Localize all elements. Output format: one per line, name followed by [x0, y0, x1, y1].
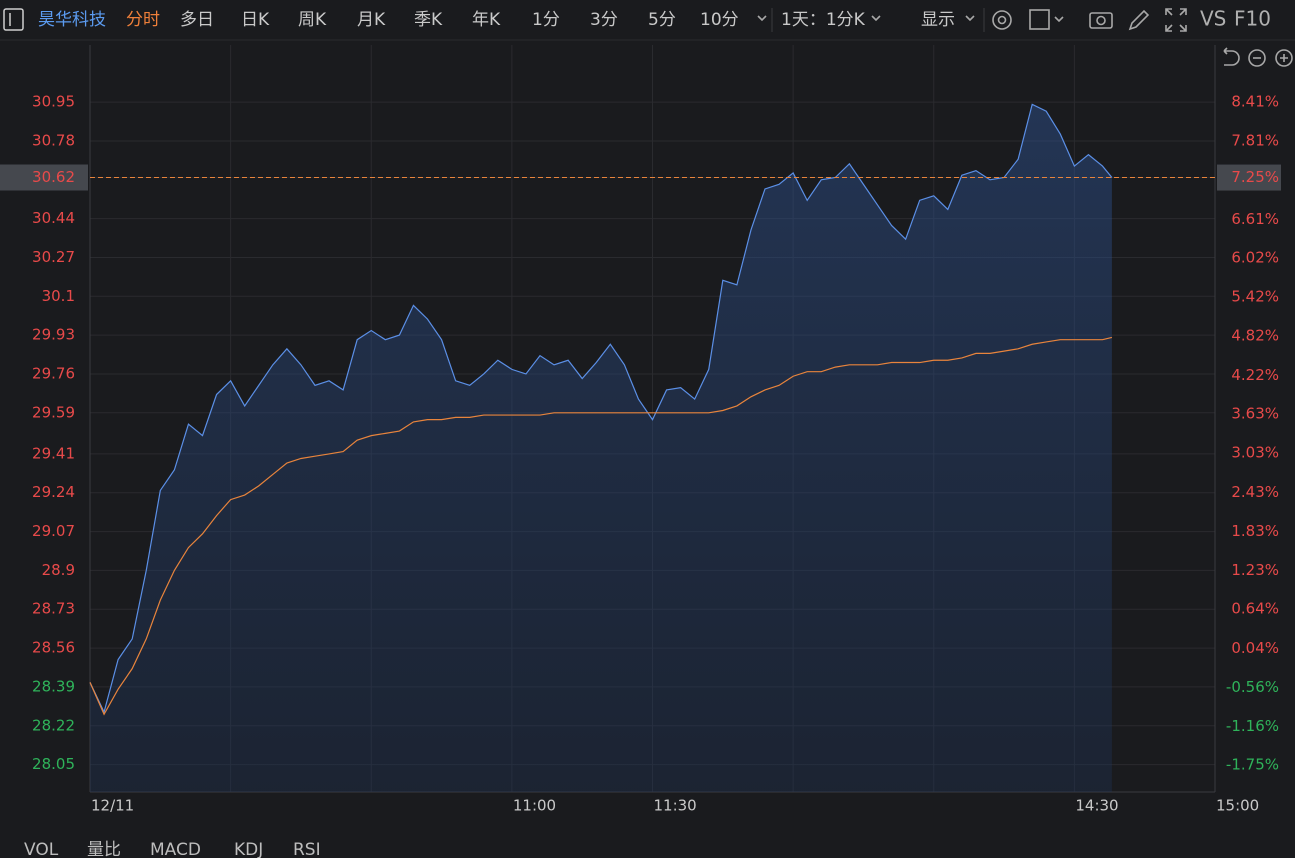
y2-tick-label: -0.56% [1226, 678, 1279, 696]
x-tick-label: 14:30 [1075, 797, 1118, 815]
y-tick-label: 28.9 [42, 561, 75, 579]
y2-tick-label: 3.63% [1231, 404, 1279, 422]
tab[interactable]: 年K [472, 10, 501, 30]
x-tick-label: 15:00 [1216, 797, 1259, 815]
chevron[interactable] [965, 15, 975, 22]
y2-tick-label: -1.75% [1226, 756, 1279, 774]
x-tick-label: 11:30 [654, 797, 697, 815]
tab[interactable]: 多日 [180, 10, 214, 30]
indicator-tab[interactable]: MACD [150, 840, 201, 858]
chevron[interactable] [757, 15, 767, 22]
price-area [90, 104, 1112, 792]
plot: 30.95 30.78 30.62 30.44 30.27 30.1 29.93 29.76 2… [0, 45, 1281, 815]
y-tick-label: 30.27 [32, 248, 75, 266]
y-tick-label: 30.1 [42, 287, 75, 305]
y-tick-label: 28.73 [32, 600, 75, 618]
chevron[interactable] [1054, 16, 1064, 23]
settings-icon-core [997, 15, 1007, 25]
draw-icon[interactable] [1128, 9, 1150, 31]
tab[interactable]: 5分 [648, 10, 676, 30]
y2-tick-label: 8.41% [1231, 92, 1279, 110]
tab[interactable]: 10分 [700, 10, 739, 30]
y2-tick-label: 1.83% [1231, 522, 1279, 540]
y-tick-label: 29.41 [32, 444, 75, 462]
range-select[interactable]: 1天：1分K [781, 10, 866, 30]
y-tick-label: 28.22 [32, 716, 75, 734]
display-menu[interactable]: 显示 [921, 10, 955, 30]
tab[interactable]: 分时 [126, 10, 160, 30]
settings-icon[interactable] [992, 10, 1012, 30]
y-tick-label: 30.44 [32, 209, 75, 227]
vs-button[interactable]: VS [1200, 7, 1226, 31]
y2-tick-label: 4.82% [1231, 327, 1279, 345]
y-tick-label: 29.24 [32, 483, 75, 501]
y2-tick-label: 3.03% [1231, 444, 1279, 462]
y2-tick-label: 0.04% [1231, 639, 1279, 657]
y-tick-label: 30.62 [32, 168, 75, 186]
y-tick-label: 28.39 [32, 677, 75, 695]
tab[interactable]: 3分 [590, 10, 618, 30]
indicator-tab[interactable]: KDJ [234, 840, 263, 858]
y2-tick-label: 7.81% [1231, 131, 1279, 149]
tab[interactable]: 周K [298, 10, 327, 30]
y-tick-label: 29.76 [32, 364, 75, 382]
indicator-tab[interactable]: VOL [24, 840, 59, 858]
y-tick-label: 29.59 [32, 403, 75, 421]
tab[interactable]: 1分 [532, 10, 560, 30]
x-tick-label: 12/11 [91, 797, 134, 815]
camera-icon[interactable] [1089, 12, 1113, 29]
layout-icon[interactable] [1029, 9, 1050, 30]
zoom-in-plus [1280, 54, 1288, 62]
x-tick-label: 11:00 [513, 797, 556, 815]
y2-tick-label: 4.22% [1231, 366, 1279, 384]
y-tick-label: 30.78 [32, 131, 75, 149]
y2-tick-label: 0.64% [1231, 600, 1279, 618]
stock-name[interactable]: 昊华科技 [38, 10, 106, 30]
y2-tick-label: 5.42% [1231, 288, 1279, 306]
toolbar: 昊华科技 分时 多日 日K 周K 月K 季K 年K 1分 3分 5分 10分 1… [0, 7, 1295, 67]
y2-tick-label: 6.61% [1231, 210, 1279, 228]
f10-button[interactable]: F10 [1234, 7, 1271, 31]
y2-tick-label: 7.25% [1231, 168, 1279, 186]
camera-lens [1096, 15, 1106, 26]
price-highlight [0, 164, 88, 191]
y2-tick-label: -1.16% [1226, 717, 1279, 735]
y2-tick-label: 2.43% [1231, 483, 1279, 501]
tab[interactable]: 季K [414, 10, 443, 30]
y2-tick-label: 1.23% [1231, 561, 1279, 579]
y-tick-label: 28.05 [32, 755, 75, 773]
reset-icon[interactable] [1223, 47, 1240, 66]
sidebar-toggle[interactable] [3, 8, 24, 31]
fullscreen-icon[interactable] [1165, 8, 1187, 32]
y-tick-label: 30.95 [32, 93, 75, 111]
tab[interactable]: 月K [357, 10, 386, 30]
zoom-out-icon[interactable] [1248, 49, 1266, 67]
chevron[interactable] [871, 15, 881, 22]
percent-highlight [1217, 164, 1281, 191]
tab[interactable]: 日K [241, 10, 270, 30]
y2-tick-label: 6.02% [1231, 248, 1279, 266]
price-line [89, 103, 1113, 714]
indicator-tab[interactable]: 量比 [87, 840, 121, 858]
indicator-bar: VOL 量比 MACD KDJ RSI [24, 840, 321, 858]
y-tick-label: 29.07 [32, 522, 75, 540]
average-line [89, 336, 1113, 716]
y-tick-label: 29.93 [32, 326, 75, 344]
indicator-tab[interactable]: RSI [293, 840, 321, 858]
y-tick-label: 28.56 [32, 639, 75, 657]
zoom-in-icon[interactable] [1275, 49, 1293, 67]
